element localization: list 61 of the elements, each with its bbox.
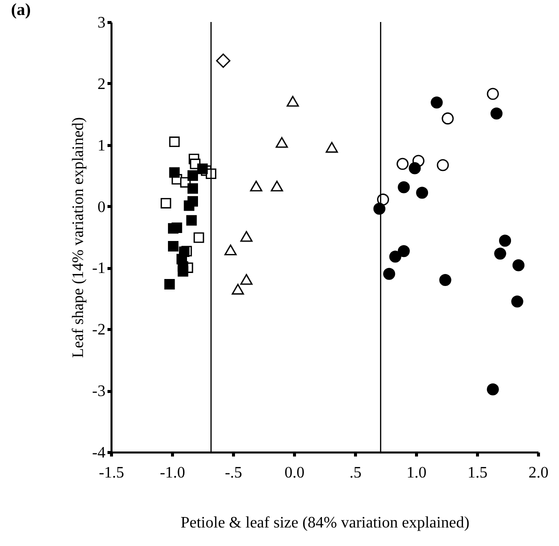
point bbox=[389, 250, 402, 263]
point bbox=[250, 180, 262, 192]
point bbox=[511, 296, 524, 308]
point bbox=[232, 284, 244, 295]
y-tick-label: -4 bbox=[92, 444, 106, 462]
x-tick-label: 1.0 bbox=[406, 464, 426, 482]
y-tick-label: -1 bbox=[92, 260, 106, 278]
point bbox=[490, 108, 503, 120]
point bbox=[326, 142, 338, 153]
point bbox=[270, 180, 284, 192]
point bbox=[439, 274, 452, 286]
point bbox=[398, 245, 410, 258]
point bbox=[486, 383, 499, 396]
point bbox=[168, 240, 178, 252]
point bbox=[178, 266, 188, 277]
chart-title: (a) bbox=[11, 0, 31, 19]
point bbox=[187, 183, 198, 194]
point bbox=[187, 170, 198, 181]
point bbox=[383, 268, 396, 280]
x-axis-title: Petiole & leaf size (84% variation explained) bbox=[180, 514, 470, 532]
x-tick-label: -1.5 bbox=[98, 464, 124, 482]
x-tick-label: -1.0 bbox=[160, 464, 186, 482]
y-tick-label: 3 bbox=[98, 14, 106, 32]
x-tick-label: .5 bbox=[350, 464, 362, 482]
point bbox=[408, 162, 421, 174]
y-tick-label: -2 bbox=[92, 322, 106, 339]
point bbox=[169, 167, 180, 178]
point bbox=[224, 244, 237, 256]
point bbox=[436, 159, 449, 172]
x-tick-label: -.5 bbox=[224, 464, 242, 482]
point bbox=[169, 136, 180, 148]
point bbox=[216, 54, 230, 68]
point bbox=[172, 222, 182, 234]
y-axis-title: Leaf shape (14% variation explained) bbox=[70, 117, 88, 358]
point bbox=[197, 164, 208, 174]
point bbox=[276, 137, 288, 148]
point bbox=[186, 215, 197, 226]
point bbox=[416, 186, 428, 199]
point bbox=[442, 112, 454, 124]
point bbox=[160, 198, 172, 208]
x-tick-label: 0.0 bbox=[284, 464, 304, 482]
x-tick-label: 1.5 bbox=[468, 464, 488, 482]
point bbox=[430, 96, 443, 108]
point bbox=[398, 181, 410, 194]
point bbox=[396, 158, 409, 170]
point bbox=[499, 234, 512, 247]
point bbox=[240, 274, 253, 285]
point bbox=[486, 88, 499, 100]
y-tick-label: 1 bbox=[98, 137, 106, 154]
point bbox=[512, 259, 524, 272]
point bbox=[184, 200, 194, 211]
point bbox=[494, 248, 506, 260]
point bbox=[240, 230, 253, 242]
point bbox=[373, 202, 386, 215]
y-tick-label: 2 bbox=[98, 76, 106, 93]
point bbox=[286, 96, 299, 107]
x-tick-label: 2.0 bbox=[528, 464, 548, 482]
y-tick-label: -3 bbox=[92, 383, 106, 400]
point bbox=[164, 279, 175, 290]
point bbox=[194, 232, 204, 243]
y-tick-label: 0 bbox=[98, 198, 106, 216]
